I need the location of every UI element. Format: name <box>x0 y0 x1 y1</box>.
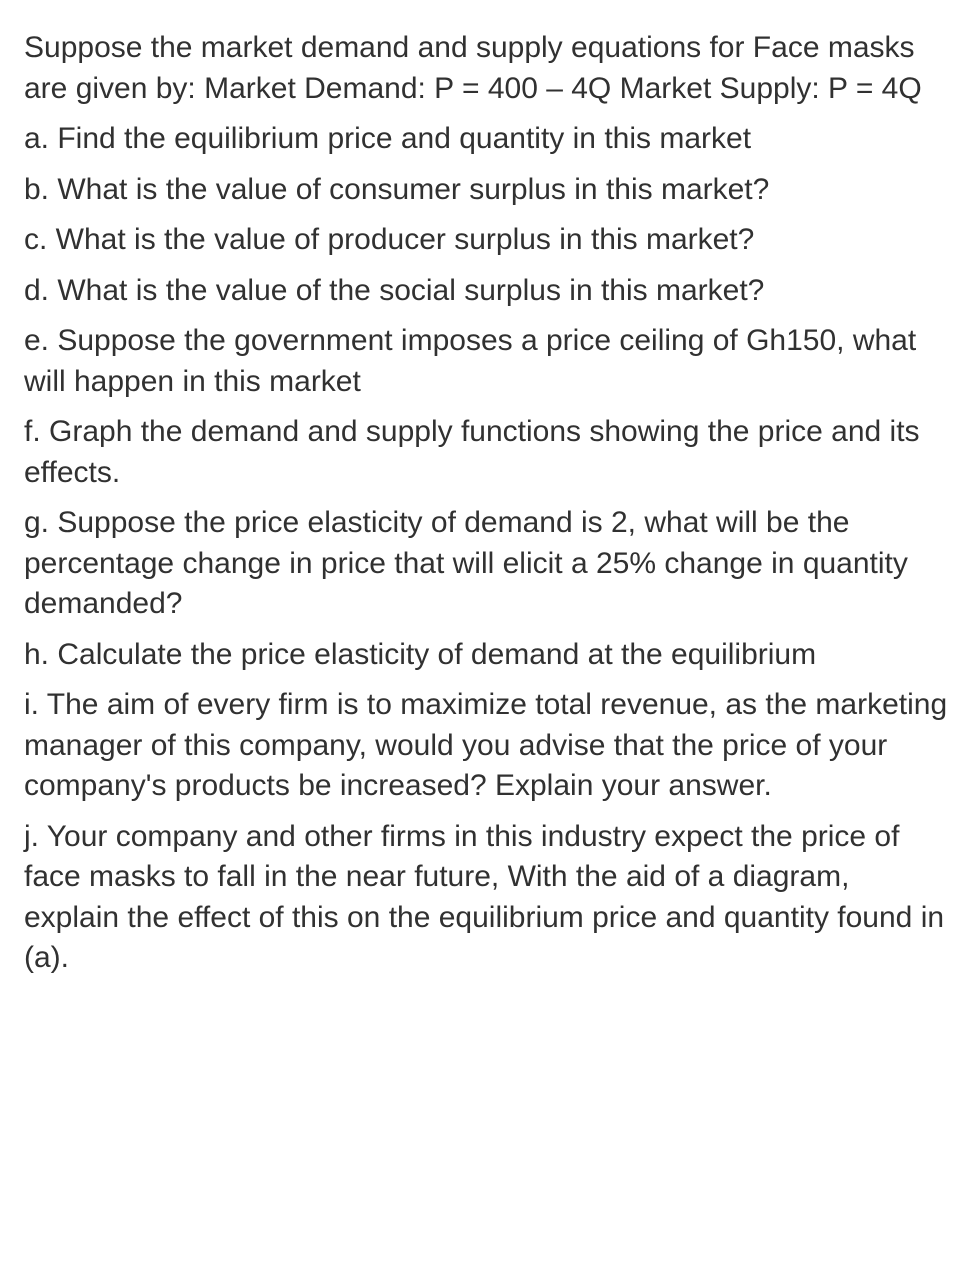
question-part-j: j. Your company and other firms in this … <box>24 817 951 979</box>
question-intro: Suppose the market demand and supply equ… <box>24 28 951 109</box>
question-part-d: d. What is the value of the social surpl… <box>24 271 951 312</box>
question-container: Suppose the market demand and supply equ… <box>24 28 951 979</box>
question-part-b: b. What is the value of consumer surplus… <box>24 170 951 211</box>
question-part-i: i. The aim of every firm is to maximize … <box>24 685 951 807</box>
question-part-f: f. Graph the demand and supply functions… <box>24 412 951 493</box>
question-part-e: e. Suppose the government imposes a pric… <box>24 321 951 402</box>
question-part-c: c. What is the value of producer surplus… <box>24 220 951 261</box>
question-part-a: a. Find the equilibrium price and quanti… <box>24 119 951 160</box>
question-part-h: h. Calculate the price elasticity of dem… <box>24 635 951 676</box>
question-part-g: g. Suppose the price elasticity of deman… <box>24 503 951 625</box>
